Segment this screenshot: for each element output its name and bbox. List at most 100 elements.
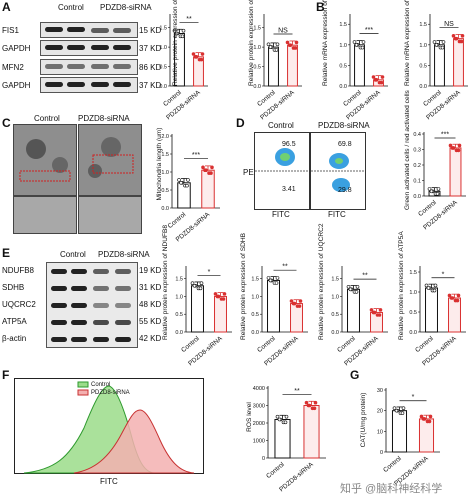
y-tick-label: 0.0 (419, 84, 427, 90)
category-label: Control (382, 455, 403, 474)
bar-sirna (290, 303, 303, 333)
category-label: PDZD8-siRNA (259, 89, 296, 122)
data-point (293, 46, 298, 50)
sig-label: *** (441, 132, 449, 139)
kd-label-gapdh-1: 37 KD (139, 44, 162, 53)
y-tick-label: 0.2 (413, 163, 421, 169)
data-point (419, 414, 424, 419)
chart-b-mfn2-ylabel: Relative mRNA expression of Mfn2 (404, 0, 411, 86)
sig-label: *** (365, 27, 373, 34)
blot-mfn2 (40, 59, 138, 75)
sig-label: *** (192, 152, 200, 159)
data-point (313, 400, 318, 405)
bar-sirna (214, 295, 227, 333)
panel-d-label: D (236, 116, 245, 130)
kd-label-uqcrc2: 48 KD (139, 300, 162, 309)
y-tick-label: 0.4 (413, 132, 421, 138)
data-point (459, 39, 464, 44)
y-tick-label: 0 (380, 450, 383, 456)
data-point (449, 296, 454, 300)
bar-control (354, 44, 365, 87)
data-point (180, 34, 185, 39)
data-point (433, 283, 438, 288)
data-point (210, 165, 214, 170)
data-point (371, 75, 376, 79)
y-tick-label: 0.5 (409, 310, 417, 316)
data-point (174, 31, 179, 36)
bar-control (434, 44, 445, 87)
facs-q-lower-control: 3.41 (282, 186, 296, 193)
legend-sirna: PDZD8-siRNA (91, 390, 130, 396)
facs-plot-sirna (310, 132, 366, 210)
y-tick-label: 1000 (253, 439, 265, 445)
em-zoom-sirna (78, 196, 142, 234)
em-image-sirna (78, 124, 142, 196)
y-tick-label: 0.5 (251, 312, 259, 318)
sig-label: ** (362, 273, 368, 280)
y-tick-label: 30 (377, 388, 383, 394)
chart-c-ylabel: Mitochondria length (um) (156, 127, 163, 201)
sig-label: * (412, 394, 415, 401)
data-point (275, 42, 280, 47)
em-zoom-control (13, 196, 77, 234)
y-tick-label: 1.5 (409, 270, 417, 276)
data-point (287, 43, 292, 47)
y-tick-label: 0 (262, 456, 265, 462)
blot-label-atp5a: ATP5A (2, 317, 27, 326)
blot-label-gapdh-1: GAPDH (2, 44, 31, 53)
chart-f-ylabel: ROS level (246, 402, 253, 432)
blot-label-ndufb8: NDUFB8 (2, 266, 35, 275)
y-tick-label: 1.0 (253, 45, 261, 51)
data-point (201, 165, 205, 170)
y-tick-label: 1.0 (159, 45, 167, 51)
bar-control (274, 419, 291, 459)
chart-e-sdhb-ylabel: Relative protein expression of SDHB (240, 232, 247, 340)
data-point (427, 419, 432, 424)
data-point (371, 310, 376, 315)
sig-label: * (208, 269, 211, 276)
y-tick-label: 1.0 (251, 294, 259, 300)
chart-c-length: 0.0 0.5 1.0 1.5 2.0 Control PDZD8-siRNA *** (161, 126, 220, 243)
kd-label-mfn2: 86 KD (139, 63, 162, 72)
data-point (283, 420, 288, 425)
y-tick-label: 0.1 (413, 179, 421, 185)
kd-label-atp5a: 55 KD (139, 317, 162, 326)
data-point (441, 40, 446, 44)
bar-sirna (453, 38, 464, 87)
data-point (379, 80, 384, 85)
data-point (429, 189, 434, 194)
data-point (221, 297, 226, 301)
bar-control (268, 46, 279, 87)
data-point (284, 414, 289, 419)
y-tick-label: 0.0 (409, 330, 417, 336)
category-label: Control (167, 211, 188, 230)
em-label-sirna: PDZD8-siRNA (78, 114, 130, 123)
panel-a-label: A (2, 0, 11, 14)
data-point (298, 299, 303, 303)
data-point (378, 308, 383, 312)
y-tick-label: 1.0 (175, 294, 183, 300)
category-label: Control (180, 335, 201, 354)
facs-xlabel-sirna: FITC (328, 210, 346, 219)
legend-control: Control (91, 382, 111, 388)
chart-b-mfn2: 0.0 0.5 1.0 1.5 Control PDZD8-siRNA NS (419, 6, 468, 121)
lane-label-sirna-a: PDZD8-siRNA (100, 3, 152, 12)
facs-plot-control (254, 132, 310, 210)
bar-sirna (303, 405, 320, 459)
chart-a-fis1: 0.0 0.5 1.0 1.5 Control PDZD8-siRNA ** (159, 6, 208, 121)
y-tick-label: 0.5 (159, 65, 167, 71)
data-point (289, 299, 294, 303)
facs-title-control: Control (268, 121, 294, 130)
data-point (460, 34, 465, 38)
kd-label-bactin: 42 KD (139, 334, 162, 343)
sig-label: ** (294, 388, 300, 395)
chart-a-fis1-ylabel: Relative protein expression of FIS1 (172, 0, 179, 86)
y-tick-label: 2.0 (161, 134, 169, 140)
y-tick-label: 20 (377, 409, 383, 415)
data-point (285, 40, 290, 45)
em-label-control: Control (34, 114, 60, 123)
data-point (209, 171, 213, 175)
data-point (436, 187, 441, 191)
y-tick-label: 0.5 (339, 63, 347, 69)
watermark: 知乎 @脑科神经科学 (340, 483, 443, 495)
